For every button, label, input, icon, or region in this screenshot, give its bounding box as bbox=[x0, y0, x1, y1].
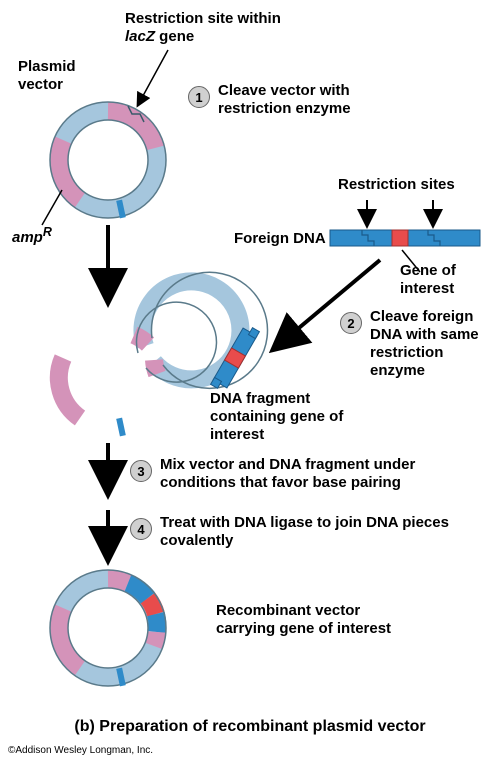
label-gene-of-interest: Gene of interest bbox=[400, 262, 490, 298]
step-2-text: Cleave foreign DNA with same restriction… bbox=[370, 308, 500, 380]
label-restriction-sites: Restriction sites bbox=[338, 176, 488, 194]
lacZ-italic: lacZ bbox=[125, 28, 155, 45]
label-foreign-dna: Foreign DNA bbox=[234, 230, 326, 248]
step-1-text: Cleave vector with restriction enzyme bbox=[218, 82, 388, 118]
plasmid-recombinant bbox=[50, 570, 166, 686]
copyright: ©Addison Wesley Longman, Inc. bbox=[8, 745, 153, 756]
foreign-dna-bar bbox=[330, 230, 480, 246]
arrow-step2-diag bbox=[275, 260, 380, 348]
label-restriction-lacZ-post: gene bbox=[155, 28, 194, 45]
step-4-num: 4 bbox=[130, 518, 152, 540]
label-plasmid-vector: Plasmid vector bbox=[18, 58, 88, 94]
ampR-sup: R bbox=[43, 225, 52, 239]
label-restriction-lacZ-pre: Restriction site within bbox=[125, 10, 281, 27]
step-1-num: 1 bbox=[188, 86, 210, 108]
pointer-ampR bbox=[42, 190, 62, 225]
plasmid-top bbox=[50, 102, 166, 218]
step-3-text: Mix vector and DNA fragment under condit… bbox=[160, 456, 480, 492]
caption: (b) Preparation of recombinant plasmid v… bbox=[0, 718, 500, 736]
label-dna-fragment: DNA fragment containing gene of interest bbox=[210, 390, 360, 444]
pointer-lacZ bbox=[138, 50, 168, 105]
caption-prefix: (b) bbox=[74, 718, 94, 735]
step-2-num: 2 bbox=[340, 312, 362, 334]
caption-text: Preparation of recombinant plasmid vecto… bbox=[99, 718, 425, 735]
step-4-text: Treat with DNA ligase to join DNA pieces… bbox=[160, 514, 480, 550]
label-ampR: ampR bbox=[12, 225, 52, 247]
label-recombinant-vector: Recombinant vector carrying gene of inte… bbox=[216, 602, 396, 638]
ampR-text: amp bbox=[12, 229, 43, 246]
step-3-num: 3 bbox=[130, 460, 152, 482]
label-restriction-lacZ: Restriction site within lacZ gene bbox=[125, 10, 285, 46]
